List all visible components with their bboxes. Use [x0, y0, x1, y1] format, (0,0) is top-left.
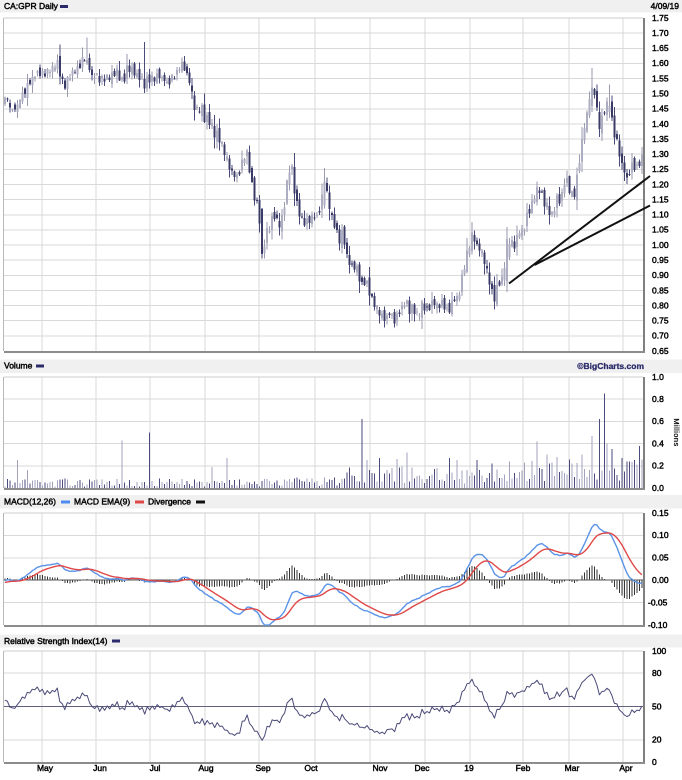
svg-text:Sep: Sep	[255, 763, 270, 773]
svg-text:May: May	[37, 763, 54, 773]
svg-text:1.75: 1.75	[652, 13, 669, 23]
svg-text:1.50: 1.50	[652, 89, 669, 99]
svg-text:Aug: Aug	[198, 763, 213, 773]
svg-text:©BigCharts.com: ©BigCharts.com	[577, 361, 644, 371]
svg-text:Nov: Nov	[372, 763, 388, 773]
svg-text:1.20: 1.20	[652, 179, 669, 189]
svg-text:Mar: Mar	[565, 763, 580, 773]
svg-text:0.70: 0.70	[652, 331, 669, 341]
svg-text:0.6: 0.6	[652, 416, 664, 426]
svg-text:MACD EMA(9): MACD EMA(9)	[74, 497, 130, 507]
svg-text:0.2: 0.2	[652, 461, 664, 471]
svg-text:1.40: 1.40	[652, 119, 669, 129]
svg-text:1.70: 1.70	[652, 28, 669, 38]
svg-text:1.30: 1.30	[652, 149, 669, 159]
svg-text:0.8: 0.8	[652, 394, 664, 404]
svg-text:Feb: Feb	[516, 763, 531, 773]
svg-text:1.25: 1.25	[652, 164, 669, 174]
svg-text:1.35: 1.35	[652, 134, 669, 144]
svg-text:0.15: 0.15	[652, 508, 669, 518]
svg-text:Relative Strength Index(14): Relative Strength Index(14)	[4, 636, 108, 646]
svg-text:1.10: 1.10	[652, 210, 669, 220]
svg-text:Apr: Apr	[619, 763, 632, 773]
svg-text:Jul: Jul	[150, 763, 161, 773]
svg-text:0.85: 0.85	[652, 285, 669, 295]
svg-text:-0.05: -0.05	[648, 597, 668, 607]
svg-text:1.15: 1.15	[652, 194, 669, 204]
svg-text:1.60: 1.60	[652, 58, 669, 68]
svg-text:0.10: 0.10	[652, 530, 669, 540]
svg-text:19: 19	[464, 763, 474, 773]
svg-text:MACD(12,26): MACD(12,26)	[4, 497, 56, 507]
svg-text:1.05: 1.05	[652, 225, 669, 235]
svg-text:Jun: Jun	[93, 763, 107, 773]
svg-text:1.45: 1.45	[652, 104, 669, 114]
svg-text:Oct: Oct	[304, 763, 318, 773]
svg-text:1.55: 1.55	[652, 73, 669, 83]
svg-text:100: 100	[652, 646, 666, 656]
svg-text:Dec: Dec	[414, 763, 430, 773]
svg-text:1.0: 1.0	[652, 372, 664, 382]
svg-text:0.65: 0.65	[652, 346, 669, 356]
svg-text:4/09/19: 4/09/19	[651, 1, 680, 11]
svg-text:0.80: 0.80	[652, 300, 669, 310]
svg-text:Divergence: Divergence	[148, 497, 191, 507]
svg-text:1.65: 1.65	[652, 43, 669, 53]
svg-text:50: 50	[652, 701, 662, 711]
svg-text:Volume: Volume	[4, 361, 33, 371]
svg-text:CA:GPR Daily: CA:GPR Daily	[4, 1, 59, 11]
svg-text:80: 80	[652, 668, 662, 678]
svg-text:0.4: 0.4	[652, 438, 664, 448]
svg-text:Millions: Millions	[672, 418, 681, 446]
svg-text:0: 0	[652, 757, 657, 767]
svg-text:-0.10: -0.10	[648, 620, 668, 630]
svg-text:0.75: 0.75	[652, 316, 669, 326]
svg-text:0.0: 0.0	[652, 483, 664, 493]
svg-text:0.90: 0.90	[652, 270, 669, 280]
svg-text:0.00: 0.00	[652, 575, 669, 585]
svg-text:20: 20	[652, 735, 662, 745]
svg-text:0.05: 0.05	[652, 553, 669, 563]
svg-text:0.95: 0.95	[652, 255, 669, 265]
svg-text:1.00: 1.00	[652, 240, 669, 250]
